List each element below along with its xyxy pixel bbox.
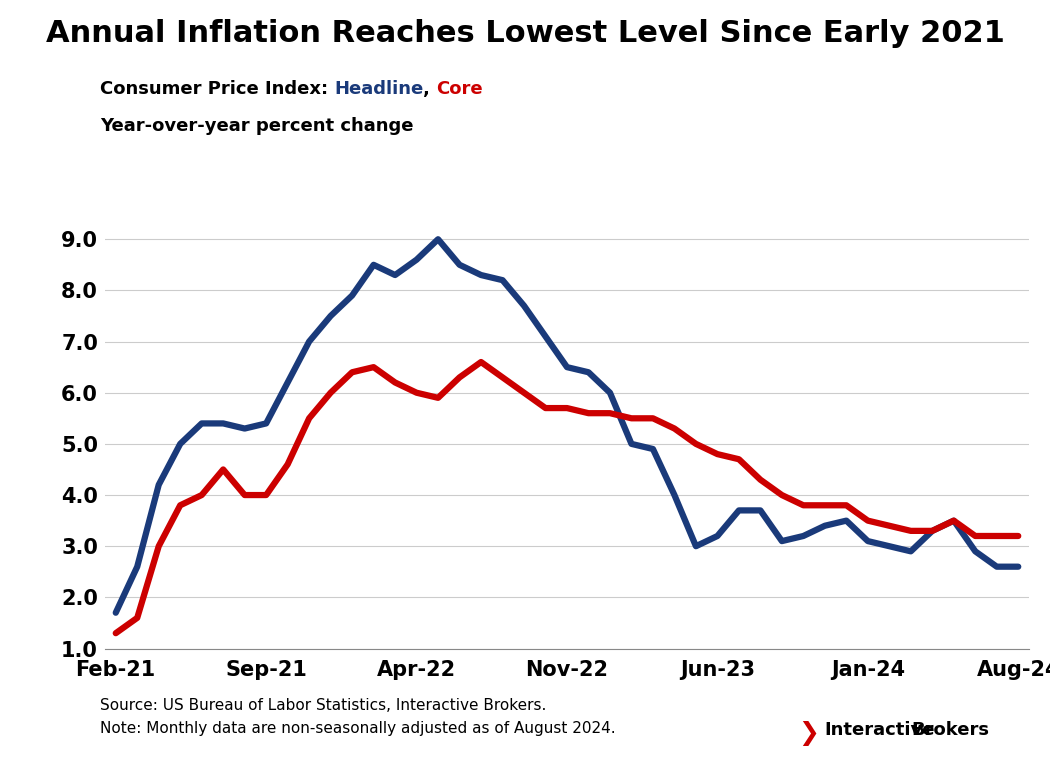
Text: Brokers: Brokers xyxy=(911,721,989,739)
Text: ,: , xyxy=(423,80,437,98)
Text: Core: Core xyxy=(437,80,483,98)
Text: Consumer Price Index:: Consumer Price Index: xyxy=(100,80,334,98)
Text: Headline: Headline xyxy=(334,80,423,98)
Text: Source: US Bureau of Labor Statistics, Interactive Brokers.: Source: US Bureau of Labor Statistics, I… xyxy=(100,698,546,713)
Text: ❯: ❯ xyxy=(798,721,819,746)
Text: Note: Monthly data are non-seasonally adjusted as of August 2024.: Note: Monthly data are non-seasonally ad… xyxy=(100,721,615,736)
Text: Annual Inflation Reaches Lowest Level Since Early 2021: Annual Inflation Reaches Lowest Level Si… xyxy=(45,19,1005,48)
Text: Interactive: Interactive xyxy=(824,721,934,739)
Text: Year-over-year percent change: Year-over-year percent change xyxy=(100,117,414,135)
